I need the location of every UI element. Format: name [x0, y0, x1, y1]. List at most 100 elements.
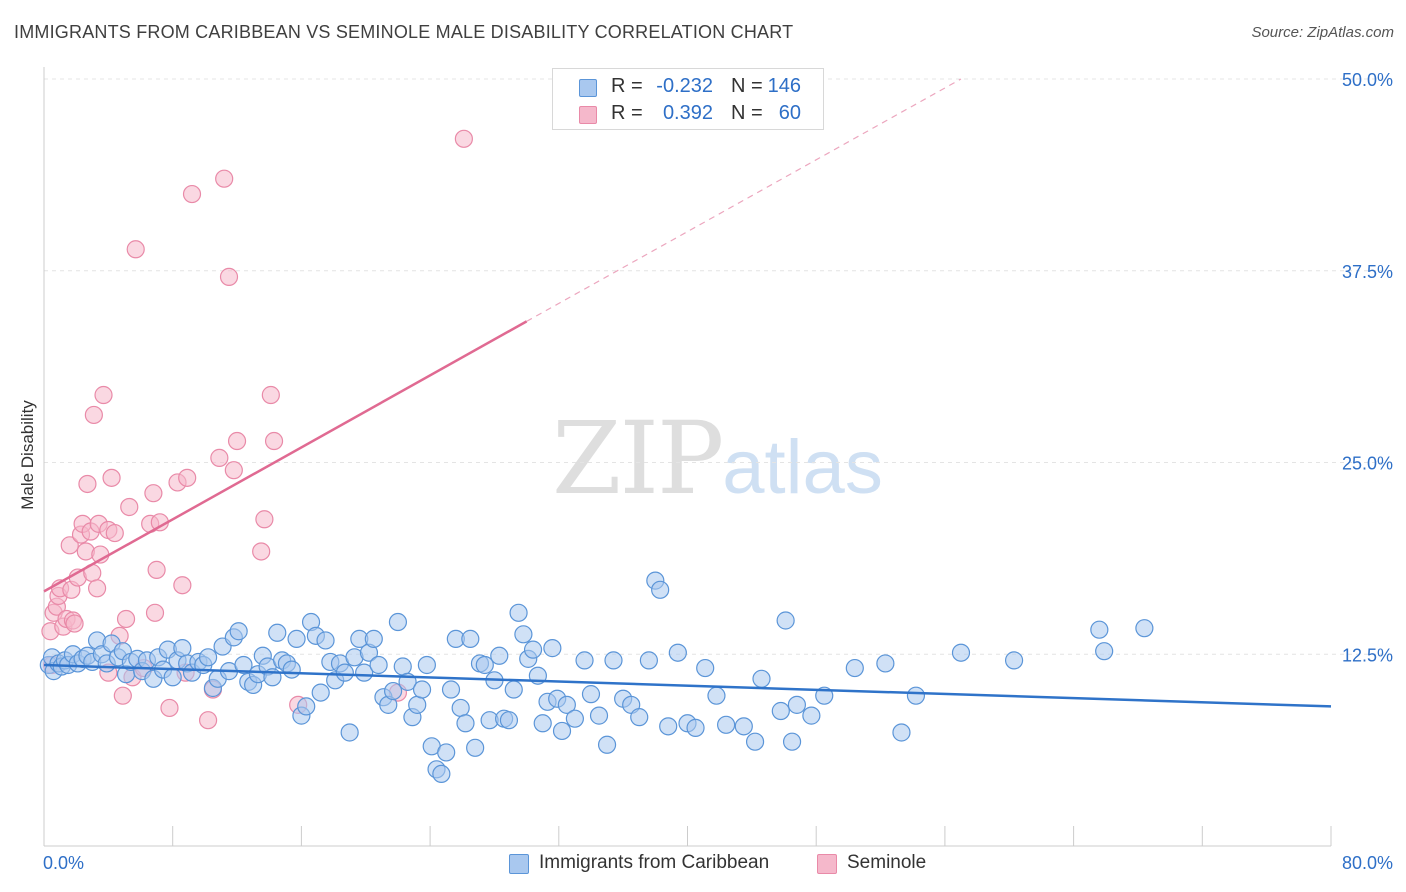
y-tick-label: 12.5% [1342, 645, 1393, 665]
caribbean-point [432, 764, 451, 784]
r-value: -0.232 [656, 75, 713, 97]
caribbean-point [707, 686, 726, 705]
n-label: N = [731, 75, 763, 97]
seminole-point [224, 461, 243, 480]
caribbean-point [340, 723, 359, 742]
seminole-point [160, 698, 179, 718]
caribbean-point [523, 640, 543, 659]
seminole-point [215, 169, 234, 188]
seminole-point [261, 385, 280, 405]
seminole-point [182, 184, 202, 204]
caribbean-point [297, 697, 316, 716]
caribbean-point [466, 738, 485, 757]
caribbean-point [335, 663, 354, 682]
y-tick-label: 50.0% [1342, 70, 1393, 90]
caribbean-point [388, 612, 408, 632]
seminole-point [113, 686, 132, 705]
caribbean-point [355, 663, 374, 682]
caribbean-point [364, 629, 383, 649]
seminole-point [87, 579, 107, 598]
caribbean-point [951, 643, 971, 662]
seminole-point [252, 542, 271, 561]
legend-swatch-pink [579, 106, 597, 124]
seminole-point [126, 240, 145, 259]
seminole-trend-extension [526, 78, 962, 322]
caribbean-point [282, 660, 301, 679]
caribbean-point [1095, 642, 1114, 661]
caribbean-point [533, 714, 552, 733]
n-value: 60 [778, 102, 801, 124]
caribbean-point [696, 658, 715, 678]
caribbean-point [408, 695, 427, 714]
series-legend: Immigrants from Caribbean Seminole [0, 852, 1406, 878]
caribbean-point [509, 603, 528, 622]
legend-swatch-pink [817, 854, 837, 874]
seminole-point [145, 603, 165, 622]
caribbean-point [461, 629, 480, 649]
caribbean-point [659, 717, 678, 736]
caribbean-point [393, 657, 412, 676]
caribbean-point [557, 695, 576, 714]
caribbean-point [514, 625, 533, 644]
seminole-point [65, 614, 84, 633]
source-label: Source: ZipAtlas.com [1251, 24, 1394, 41]
caribbean-point [456, 714, 475, 733]
caribbean-point [543, 639, 562, 658]
caribbean-point [311, 683, 330, 702]
seminole-point [173, 576, 192, 595]
legend-label: Immigrants from Caribbean [539, 852, 770, 873]
seminole-point [178, 468, 197, 487]
seminole-trend-line [43, 320, 528, 593]
caribbean-point [198, 648, 218, 667]
legend-swatch-blue [579, 79, 597, 97]
r-value: 0.392 [662, 102, 713, 124]
caribbean-point [630, 708, 649, 727]
caribbean-point [717, 715, 736, 734]
seminole-point [102, 468, 121, 487]
seminole-point [84, 405, 103, 425]
legend-row-seminole: R = 0.392 N = 60 [553, 102, 823, 128]
caribbean-point [734, 717, 753, 736]
caribbean-point [417, 655, 436, 675]
caribbean-point [802, 706, 821, 725]
caribbean-point [604, 651, 623, 670]
caribbean-point [845, 658, 864, 678]
n-value: 146 [767, 75, 801, 97]
caribbean-point [1004, 651, 1024, 670]
caribbean-point [163, 668, 182, 687]
caribbean-point [581, 685, 601, 704]
caribbean-trend-line [43, 663, 1332, 708]
y-axis-label: Male Disability [18, 400, 37, 510]
seminole-point [120, 497, 139, 517]
caribbean-point [369, 655, 388, 675]
seminole-point [454, 129, 473, 148]
n-label: N = [731, 102, 763, 124]
seminole-point [198, 711, 218, 730]
seminole-point [255, 510, 274, 529]
seminole-point [144, 484, 163, 503]
r-label: R = [611, 102, 643, 124]
chart-title: IMMIGRANTS FROM CARIBBEAN VS SEMINOLE MA… [14, 22, 794, 42]
caribbean-point [745, 732, 765, 751]
seminole-point [60, 536, 79, 555]
caribbean-point [490, 646, 509, 665]
caribbean-point [287, 629, 306, 649]
seminole-point [219, 267, 239, 286]
caribbean-point [504, 680, 523, 699]
caribbean-point [639, 651, 658, 670]
caribbean-point [787, 695, 806, 714]
seminole-point [227, 431, 247, 451]
caribbean-point [876, 654, 895, 673]
y-tick-label: 37.5% [1342, 262, 1393, 282]
x-tick-label: 0.0% [43, 853, 84, 873]
seminole-point [210, 448, 229, 467]
caribbean-point [552, 721, 572, 741]
caribbean-point [782, 732, 802, 751]
caribbean-point [1090, 620, 1109, 639]
r-label: R = [611, 75, 643, 97]
caribbean-point [597, 735, 617, 754]
caribbean-point [892, 723, 911, 742]
x-tick-label: 80.0% [1342, 853, 1393, 873]
caribbean-point [229, 622, 248, 641]
